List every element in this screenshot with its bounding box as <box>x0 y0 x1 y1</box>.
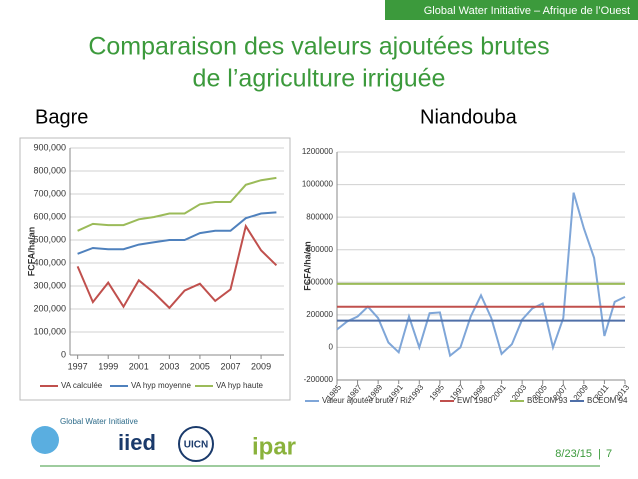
footer-separator: | <box>598 448 601 460</box>
x-tick-label: 1999 <box>98 361 118 371</box>
logo-text: UICN <box>184 440 208 451</box>
x-tick-label: 2009 <box>251 361 271 371</box>
x-tick-label: 2003 <box>510 382 529 402</box>
y-tick-label: 0 <box>61 349 66 359</box>
logo-text: iied <box>118 430 156 455</box>
y-tick-label: 0 <box>329 343 334 352</box>
legend-label: VA hyp moyenne <box>131 381 191 390</box>
y-tick-label: 200,000 <box>33 303 66 313</box>
series-line <box>77 176 277 232</box>
chart-label: Niandouba <box>420 106 518 128</box>
y-tick-label: -200000 <box>304 375 334 384</box>
legend-label: EWI 1980 <box>457 396 493 405</box>
y-tick-label: 600,000 <box>33 211 66 221</box>
logo-text: ipar <box>252 433 296 460</box>
x-tick-label: 1995 <box>428 382 447 402</box>
legend-label: VA calculée <box>61 381 103 390</box>
footer-date: 8/23/15 <box>555 448 592 460</box>
x-tick-label: 2001 <box>489 382 508 402</box>
x-tick-label: 2007 <box>220 361 240 371</box>
x-tick-label: 2003 <box>159 361 179 371</box>
y-tick-label: 300,000 <box>33 280 66 290</box>
banner <box>385 0 638 20</box>
logo-icon <box>178 426 214 462</box>
title-line: de l’agriculture irriguée <box>193 65 446 93</box>
chart-label: Bagre <box>35 106 88 128</box>
legend-label: BCEOM 93 <box>527 396 568 405</box>
y-tick-label: 400000 <box>306 277 333 286</box>
title-line: Comparaison des valeurs ajoutées brutes <box>88 33 549 61</box>
x-tick-label: 2001 <box>129 361 149 371</box>
y-tick-label: 800000 <box>306 212 333 221</box>
y-tick-label: 1000000 <box>302 180 334 189</box>
banner-text: Global Water Initiative – Afrique de l’O… <box>424 5 630 17</box>
y-tick-label: 200000 <box>306 310 333 319</box>
legend-label: VA hyp haute <box>216 381 264 390</box>
x-tick-label: 1997 <box>68 361 88 371</box>
y-tick-label: 600000 <box>306 245 333 254</box>
chart-frame <box>19 137 291 401</box>
series-line <box>77 211 277 255</box>
logo-text: Global Water Initiative <box>60 417 139 426</box>
y-tick-label: 700,000 <box>33 188 66 198</box>
legend-label: Valeur ajoutée brute / Riz <box>322 396 412 405</box>
y-tick-label: 500,000 <box>33 234 66 244</box>
legend-label: BCEOM 94 <box>587 396 628 405</box>
y-tick-label: 800,000 <box>33 165 66 175</box>
y-tick-label: 1200000 <box>302 147 334 156</box>
y-axis-label: FCFA/ha/an <box>26 227 36 277</box>
y-tick-label: 900,000 <box>33 142 66 152</box>
series-line <box>76 223 278 310</box>
y-tick-label: 400,000 <box>33 257 66 267</box>
y-axis-label: FCFA/ha/an <box>302 241 312 291</box>
series-line <box>336 192 626 358</box>
logo-icon <box>31 426 59 454</box>
x-tick-label: 2005 <box>190 361 210 371</box>
y-tick-label: 100,000 <box>33 326 66 336</box>
footer-page: 7 <box>606 448 612 460</box>
